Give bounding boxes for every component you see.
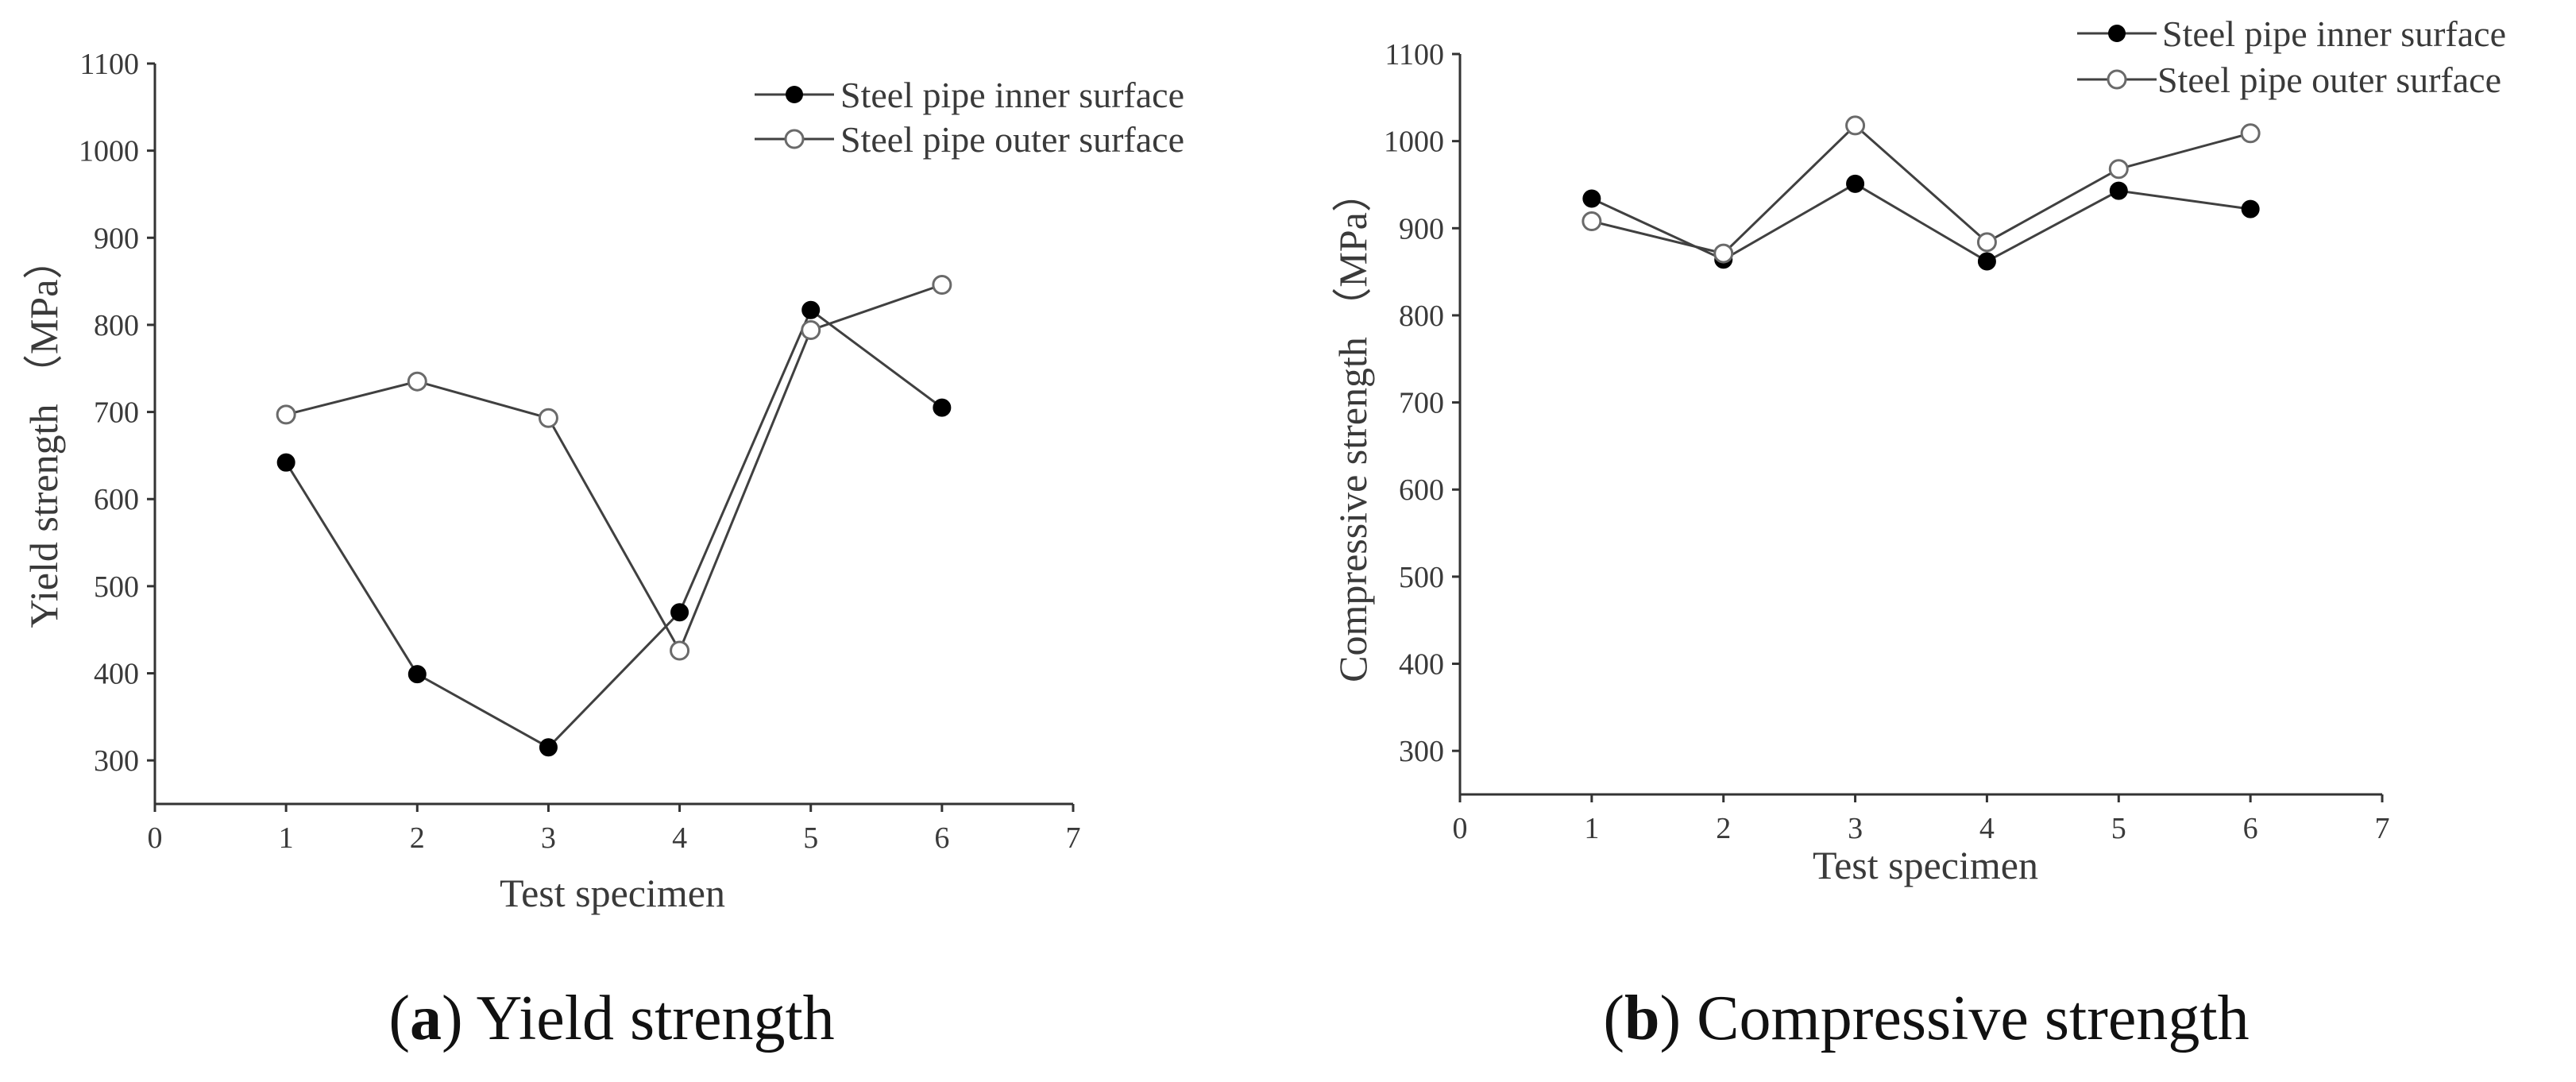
chart-b-ylabel: Compressive strength （MPa） bbox=[1330, 172, 1375, 682]
chart-a-y-tick-label: 500 bbox=[94, 570, 139, 604]
chart-a-xlabel: Test specimen bbox=[500, 871, 725, 915]
chart-a-point-inner bbox=[933, 398, 952, 417]
chart-b-legend: Steel pipe inner surface Steel pipe oute… bbox=[2077, 14, 2506, 100]
chart-a-point-inner bbox=[539, 738, 558, 757]
chart-a-y-tick-label: 1000 bbox=[79, 135, 139, 168]
chart-b-legend-marker-inner bbox=[2108, 25, 2126, 42]
chart-b-x-tick-label: 3 bbox=[1848, 812, 1863, 845]
chart-a-legend: Steel pipe inner surface Steel pipe oute… bbox=[755, 75, 1184, 160]
chart-a-point-outer bbox=[801, 320, 821, 341]
chart-a-y-tick-label: 1100 bbox=[79, 48, 139, 81]
chart-a-y-tick-label: 300 bbox=[94, 744, 139, 778]
chart-b-legend-label-outer: Steel pipe outer surface bbox=[2157, 60, 2501, 100]
chart-a-line-inner bbox=[284, 307, 943, 749]
chart-b-y-tick-label: 500 bbox=[1399, 561, 1444, 594]
chart-a-x-tick-label: 6 bbox=[934, 821, 949, 855]
chart-a-ylabel: Yield strength （MPa） bbox=[21, 240, 66, 628]
chart-b-line-inner bbox=[1591, 182, 2251, 263]
chart-b-x-ticks: 0 1 2 3 4 5 6 7 bbox=[1453, 794, 2390, 845]
chart-a-x-ticks: 0 1 2 3 4 5 6 7 bbox=[148, 804, 1081, 855]
chart-b-axes bbox=[1458, 54, 2382, 796]
chart-b-y-ticks: 300 400 500 600 700 800 900 1000 1100 bbox=[1384, 38, 1460, 768]
chart-a-point-inner bbox=[670, 603, 689, 622]
chart-a-legend-marker-outer bbox=[784, 129, 805, 149]
chart-a-x-tick-label: 3 bbox=[541, 821, 556, 855]
chart-b-y-tick-label: 700 bbox=[1399, 387, 1444, 420]
chart-a-series-markers bbox=[276, 275, 952, 757]
chart-b-y-tick-label: 300 bbox=[1399, 735, 1444, 768]
chart-a-legend-label-outer: Steel pipe outer surface bbox=[840, 119, 1184, 160]
chart-b-point-outer bbox=[2240, 123, 2261, 144]
chart-a-x-tick-label: 4 bbox=[672, 821, 687, 855]
chart-b: 300 400 500 600 700 800 900 1000 1100 0 1 2 3 4 5 6 7 T… bbox=[1330, 14, 2506, 1053]
chart-a-point-inner bbox=[276, 453, 295, 472]
chart-b-x-tick-label: 1 bbox=[1584, 812, 1599, 845]
chart-a-x-tick-label: 7 bbox=[1066, 821, 1081, 855]
chart-a-y-ticks: 300 400 500 600 700 800 900 1000 1100 bbox=[79, 48, 155, 778]
chart-b-point-inner bbox=[1582, 189, 1601, 208]
chart-b-point-outer bbox=[1582, 211, 1602, 232]
chart-b-y-tick-label: 400 bbox=[1399, 648, 1444, 682]
chart-b-x-tick-label: 4 bbox=[1979, 812, 1995, 845]
chart-a-y-tick-label: 800 bbox=[94, 309, 139, 342]
chart-a-caption-letter: a bbox=[410, 983, 442, 1053]
chart-a-legend-marker-inner bbox=[786, 86, 803, 103]
chart-b-point-outer bbox=[1713, 243, 1734, 264]
chart-b-point-outer bbox=[1845, 115, 1866, 136]
chart-a-point-outer bbox=[407, 371, 427, 392]
chart-b-x-tick-label: 2 bbox=[1716, 812, 1731, 845]
chart-a-caption: (a) Yield strength bbox=[388, 983, 834, 1053]
chart-a-y-tick-label: 900 bbox=[94, 222, 139, 255]
chart-b-caption-letter: b bbox=[1624, 983, 1660, 1053]
chart-a-point-outer bbox=[538, 408, 558, 428]
chart-a-point-outer bbox=[670, 640, 690, 661]
chart-b-x-tick-label: 6 bbox=[2243, 812, 2258, 845]
chart-a-point-inner bbox=[407, 665, 427, 684]
chart-b-y-tick-label: 800 bbox=[1399, 299, 1444, 333]
chart-a-series-lines bbox=[284, 284, 943, 749]
chart-b-point-outer bbox=[1976, 232, 1997, 253]
chart-a-axes bbox=[153, 64, 1073, 806]
chart-b-y-tick-label: 1000 bbox=[1384, 126, 1444, 159]
chart-b-line-outer bbox=[1591, 123, 2251, 255]
chart-b-point-outer bbox=[2108, 159, 2129, 180]
chart-a-x-tick-label: 2 bbox=[410, 821, 425, 855]
chart-a: 300 400 500 600 700 800 900 1000 1100 0 1 2 3 4 5 6 7 T… bbox=[21, 48, 1184, 1053]
chart-b-x-tick-label: 0 bbox=[1453, 812, 1468, 845]
chart-a-y-tick-label: 700 bbox=[94, 396, 139, 430]
chart-b-caption-text: Compressive strength bbox=[1697, 983, 2249, 1053]
chart-b-point-inner bbox=[1977, 252, 1996, 271]
chart-a-y-tick-label: 400 bbox=[94, 658, 139, 691]
chart-a-line-outer bbox=[285, 284, 943, 654]
chart-a-x-tick-label: 1 bbox=[279, 821, 294, 855]
chart-b-point-inner bbox=[2241, 199, 2260, 218]
chart-b-x-tick-label: 5 bbox=[2111, 812, 2126, 845]
chart-b-y-tick-label: 1100 bbox=[1385, 38, 1444, 71]
chart-b-legend-marker-outer bbox=[2107, 69, 2127, 90]
chart-b-xlabel: Test specimen bbox=[1813, 843, 2038, 887]
chart-b-series-lines bbox=[1591, 123, 2251, 263]
chart-b-series-markers bbox=[1582, 115, 2261, 271]
chart-a-y-tick-label: 600 bbox=[94, 483, 139, 516]
chart-a-x-tick-label: 0 bbox=[148, 821, 163, 855]
chart-a-legend-label-inner: Steel pipe inner surface bbox=[840, 75, 1184, 115]
chart-b-point-inner bbox=[2109, 181, 2128, 200]
chart-a-point-outer bbox=[932, 275, 952, 296]
chart-a-caption-text: Yield strength bbox=[477, 983, 835, 1053]
chart-b-y-tick-label: 900 bbox=[1399, 212, 1444, 245]
chart-b-x-tick-label: 7 bbox=[2375, 812, 2390, 845]
chart-b-point-inner bbox=[1846, 174, 1865, 193]
chart-a-point-inner bbox=[801, 300, 821, 319]
chart-b-legend-label-inner: Steel pipe inner surface bbox=[2162, 14, 2506, 54]
chart-b-caption: (b) Compressive strength bbox=[1603, 983, 2249, 1053]
chart-a-x-tick-label: 5 bbox=[803, 821, 818, 855]
chart-b-y-tick-label: 600 bbox=[1399, 473, 1444, 507]
chart-a-point-outer bbox=[276, 404, 296, 425]
